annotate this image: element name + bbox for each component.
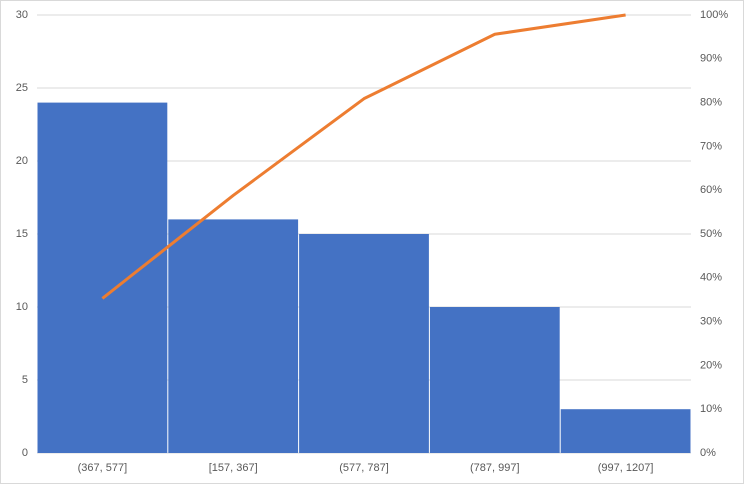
y2-tick-label: 20%: [700, 359, 722, 371]
y2-tick-label: 60%: [700, 184, 722, 196]
bar: [299, 234, 429, 453]
y2-tick-label: 50%: [700, 228, 722, 240]
y-tick-label: 20: [16, 155, 28, 167]
y2-tick-label: 100%: [700, 9, 728, 21]
x-tick-label: (787, 997]: [470, 462, 520, 474]
y2-tick-label: 70%: [700, 140, 722, 152]
cumulative-line: [101, 13, 626, 300]
bar: [168, 219, 299, 453]
y2-tick-label: 90%: [700, 53, 722, 65]
x-tick-label: (577, 787]: [339, 462, 389, 474]
x-tick-label: (997, 1207]: [598, 462, 654, 474]
bar: [560, 409, 691, 453]
y-tick-label: 0: [22, 447, 28, 459]
x-tick-label: [157, 367]: [209, 462, 258, 474]
bar: [429, 307, 560, 453]
y2-tick-label: 80%: [700, 97, 722, 109]
bar: [37, 102, 168, 453]
y-tick-label: 10: [16, 301, 28, 313]
y2-tick-label: 40%: [700, 272, 722, 284]
y-tick-label: 25: [16, 82, 28, 94]
y-tick-label: 5: [22, 374, 28, 386]
x-tick-label: (367, 577]: [78, 462, 128, 474]
y2-tick-label: 30%: [700, 316, 722, 328]
y2-tick-label: 0%: [700, 447, 716, 459]
y2-tick-label: 10%: [700, 403, 722, 415]
y-tick-label: 15: [16, 228, 28, 240]
y-tick-label: 30: [16, 9, 28, 21]
